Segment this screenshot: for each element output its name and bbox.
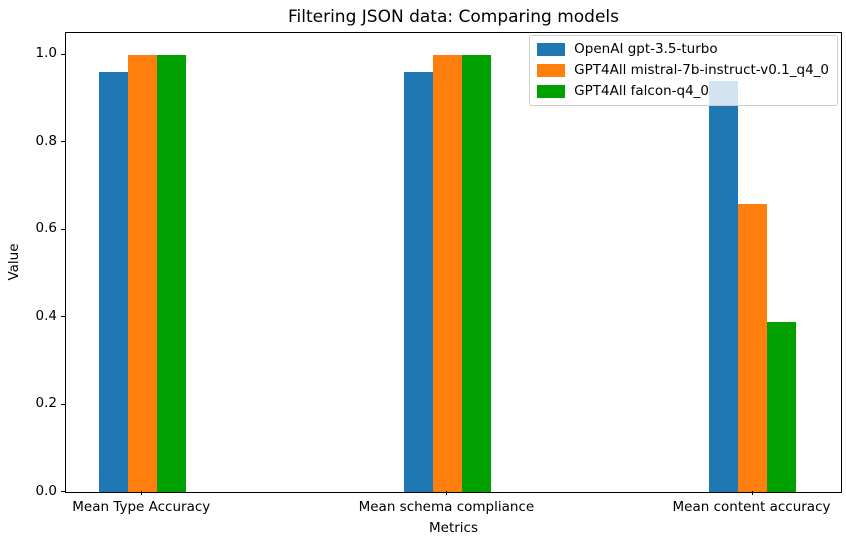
x-tick-label: Mean Type Accuracy [72, 499, 211, 515]
bar-series2-cat1 [461, 54, 491, 492]
bar-series2-cat0 [156, 54, 186, 492]
legend-item: GPT4All mistral-7b-instruct-v0.1_q4_0 [537, 63, 829, 78]
y-tick-label: 0.8 [35, 132, 57, 149]
y-tick-label: 0.0 [35, 482, 57, 499]
y-tick-mark [61, 316, 65, 318]
plot-area: OpenAI gpt-3.5-turbo GPT4All mistral-7b-i… [65, 32, 842, 493]
bar-series1-cat1 [432, 54, 462, 492]
y-tick-label: 0.2 [35, 395, 57, 412]
chart-title: Filtering JSON data: Comparing models [287, 7, 620, 27]
legend-label: OpenAI gpt-3.5-turbo [574, 41, 718, 57]
legend-swatch-series2 [537, 85, 566, 98]
bar-series2-cat2 [767, 321, 796, 492]
y-tick-label: 0.4 [35, 307, 57, 324]
bar-series1-cat2 [738, 203, 767, 492]
legend-swatch-series0 [537, 43, 566, 56]
legend-label: GPT4All mistral-7b-instruct-v0.1_q4_0 [574, 62, 829, 78]
x-axis-label: Metrics [428, 520, 478, 536]
legend-item: GPT4All falcon-q4_0 [537, 84, 829, 99]
x-tick-mark [141, 491, 143, 495]
bar-series0-cat2 [709, 81, 739, 492]
y-tick-mark [61, 403, 65, 405]
y-tick-mark [61, 141, 65, 143]
x-tick-mark [751, 491, 753, 495]
bar-series1-cat0 [127, 54, 157, 492]
y-tick-mark [61, 491, 65, 492]
y-tick-label: 0.6 [35, 220, 57, 237]
y-tick-mark [61, 228, 65, 230]
y-tick-mark [61, 53, 65, 55]
y-axis-label: Value [6, 243, 22, 281]
legend: OpenAI gpt-3.5-turbo GPT4All mistral-7b-i… [529, 35, 838, 106]
legend-swatch-series1 [537, 64, 566, 77]
legend-item: OpenAI gpt-3.5-turbo [537, 42, 829, 57]
x-tick-mark [446, 491, 448, 495]
bar-series0-cat0 [98, 72, 128, 492]
y-tick-label: 1.0 [35, 45, 57, 62]
bar-series0-cat1 [403, 72, 433, 492]
x-tick-label: Mean content accuracy [672, 499, 831, 515]
x-tick-label: Mean schema compliance [358, 499, 535, 515]
legend-label: GPT4All falcon-q4_0 [574, 83, 710, 99]
